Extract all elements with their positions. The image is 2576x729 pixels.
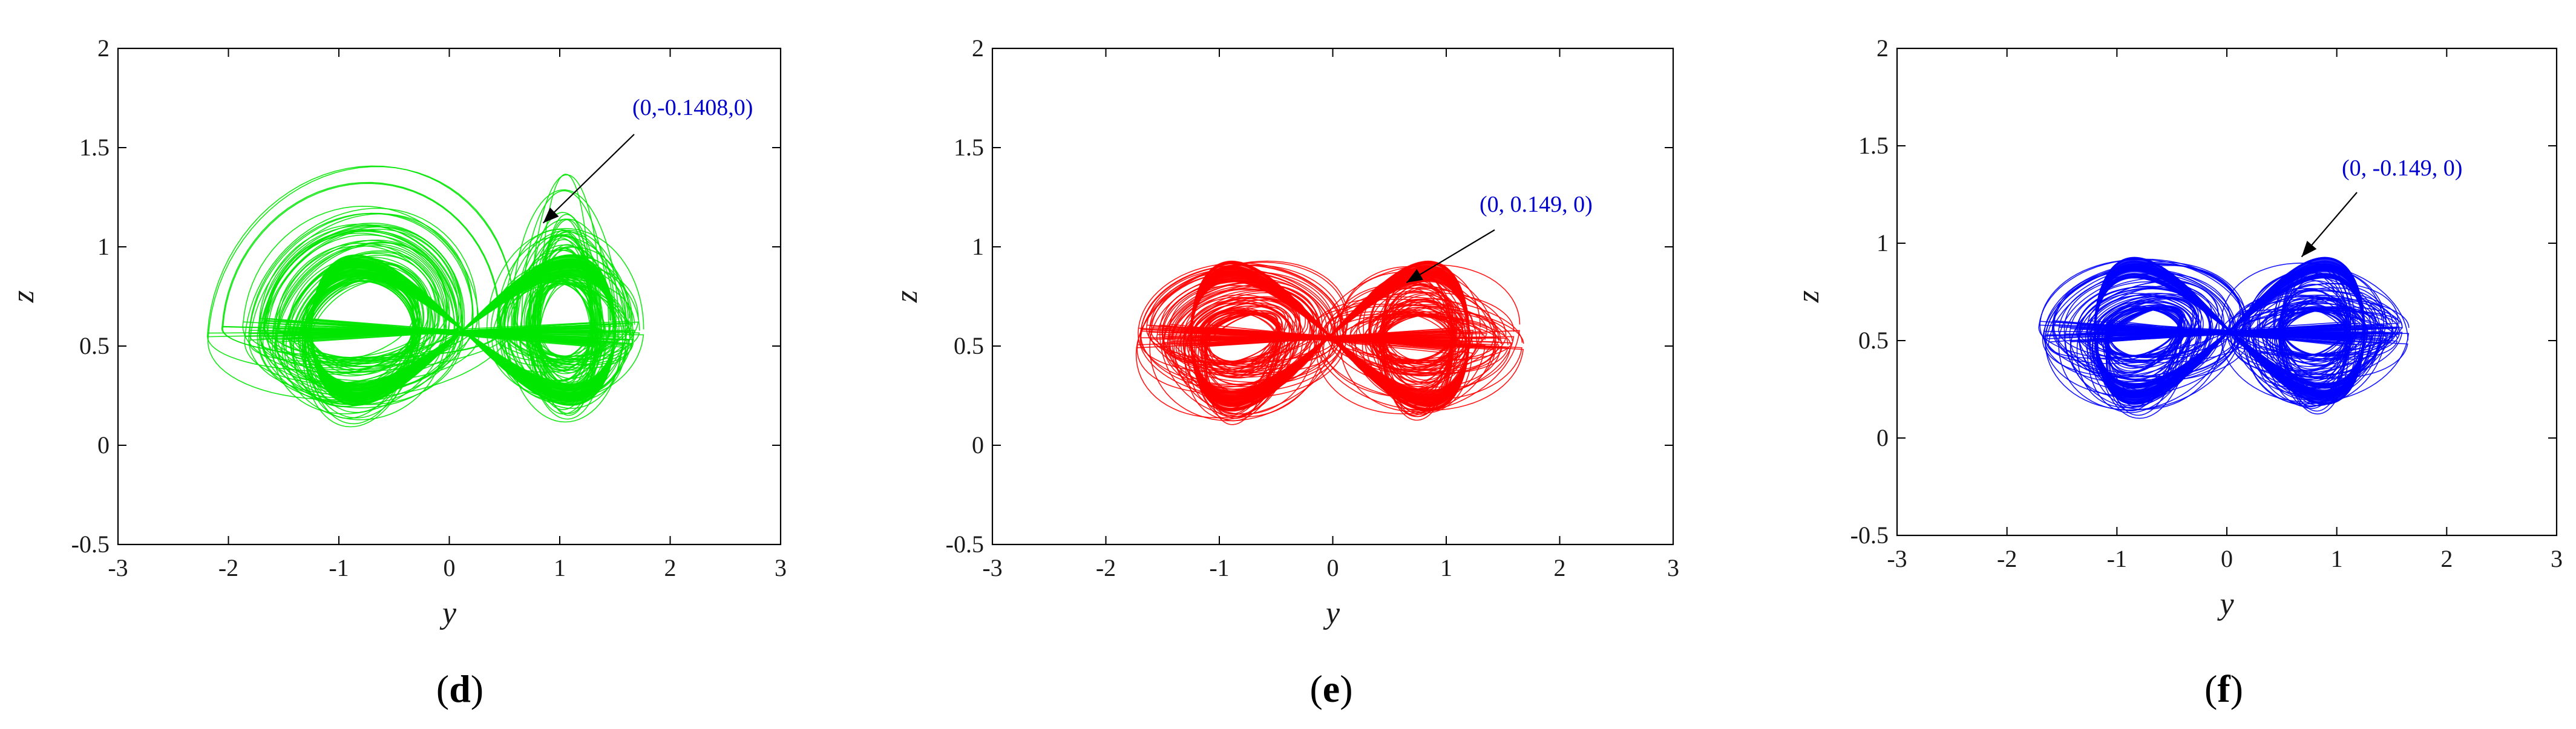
y-axis-label: z — [1791, 290, 1826, 303]
x-tick-label: 2 — [664, 554, 677, 581]
x-tick-label: -3 — [1887, 545, 1907, 572]
y-tick-label: 0 — [1876, 424, 1889, 451]
annotation-arrowhead — [543, 208, 559, 223]
x-tick-label: 0 — [2221, 545, 2233, 572]
x-tick-label: 3 — [775, 554, 787, 581]
x-tick-label: 0 — [1327, 554, 1339, 581]
y-tick-label: 1.5 — [1858, 132, 1889, 159]
y-tick-label: 0.5 — [1858, 327, 1889, 354]
annotation-arrow-line — [1406, 229, 1495, 283]
x-tick-label: -2 — [1096, 554, 1116, 581]
x-tick-label: 1 — [554, 554, 566, 581]
x-axis-label: y — [439, 596, 457, 630]
x-tick-label: -3 — [108, 554, 128, 581]
x-tick-label: 3 — [2551, 545, 2563, 572]
y-tick-label: 1 — [1876, 229, 1889, 257]
y-tick-label: 1.5 — [79, 134, 110, 161]
axes-frame — [991, 47, 1674, 546]
y-tick-label: 0.5 — [954, 332, 984, 359]
x-tick-label: 3 — [1667, 554, 1679, 581]
y-tick-label: 0 — [972, 431, 984, 459]
annotation-label: (0, -0.149, 0) — [2342, 155, 2462, 181]
annotation-arrowhead — [1406, 269, 1424, 283]
y-tick-label: 1 — [972, 233, 984, 260]
y-tick-label: 0 — [97, 431, 110, 459]
attractor-trajectory — [206, 165, 644, 428]
y-tick-label: 2 — [97, 34, 110, 62]
panel-letter: f — [2217, 667, 2230, 710]
panel-letter: e — [1323, 667, 1340, 710]
y-tick-label: 2 — [1876, 34, 1889, 62]
x-tick-label: 2 — [2440, 545, 2453, 572]
annotation-arrowhead — [2301, 241, 2317, 257]
axes-frame — [1896, 47, 2558, 537]
panel-f: -3 -2 -1 0 1 2 3 -0.5 0 0.5 1 1.5 2 y z (0, -0.149, 0) (… — [1791, 34, 2563, 710]
x-tick-label: -2 — [1997, 545, 2017, 572]
panel-letter: d — [449, 667, 471, 710]
y-tick-label: -0.5 — [1850, 521, 1889, 549]
x-axis-label: y — [1323, 596, 1340, 630]
x-tick-label: 2 — [1554, 554, 1566, 581]
x-tick-label: 0 — [444, 554, 456, 581]
annotation-label: (0, 0.149, 0) — [1480, 192, 1593, 217]
x-tick-label: -1 — [2107, 545, 2127, 572]
x-tick-label: 1 — [1440, 554, 1452, 581]
annotation-arrow-line — [542, 134, 635, 224]
x-tick-label: -1 — [329, 554, 349, 581]
panel-caption: (f) — [2204, 667, 2243, 710]
y-axis-label: z — [890, 290, 924, 303]
attractor-trajectory — [1135, 260, 1524, 425]
attractor-trajectory — [2038, 257, 2410, 419]
y-tick-label: 2 — [972, 34, 984, 62]
annotation-label: (0,-0.1408,0) — [632, 95, 753, 120]
y-tick-label: -0.5 — [71, 531, 110, 558]
x-tick-label: -3 — [982, 554, 1002, 581]
x-tick-label: 1 — [2331, 545, 2343, 572]
y-tick-label: 1.5 — [954, 134, 984, 161]
y-axis-label: z — [6, 290, 41, 303]
panel-caption: (e) — [1309, 667, 1352, 710]
y-tick-label: 1 — [97, 233, 110, 260]
y-tick-label: -0.5 — [946, 531, 984, 558]
axes-frame — [117, 47, 782, 546]
panel-caption: (d) — [436, 667, 483, 710]
x-axis-label: y — [2217, 587, 2234, 621]
y-tick-label: 0.5 — [79, 332, 110, 359]
x-tick-label: -1 — [1209, 554, 1229, 581]
panel-e: -3 -2 -1 0 1 2 3 -0.5 0 0.5 1 1.5 2 y z (0, 0.149, 0) (e… — [890, 34, 1679, 710]
panel-d: -3 -2 -1 0 1 2 3 -0.5 0 0.5 1 1.5 2 y z (0,-0.1408,0) (d… — [6, 34, 787, 710]
x-tick-label: -2 — [218, 554, 238, 581]
